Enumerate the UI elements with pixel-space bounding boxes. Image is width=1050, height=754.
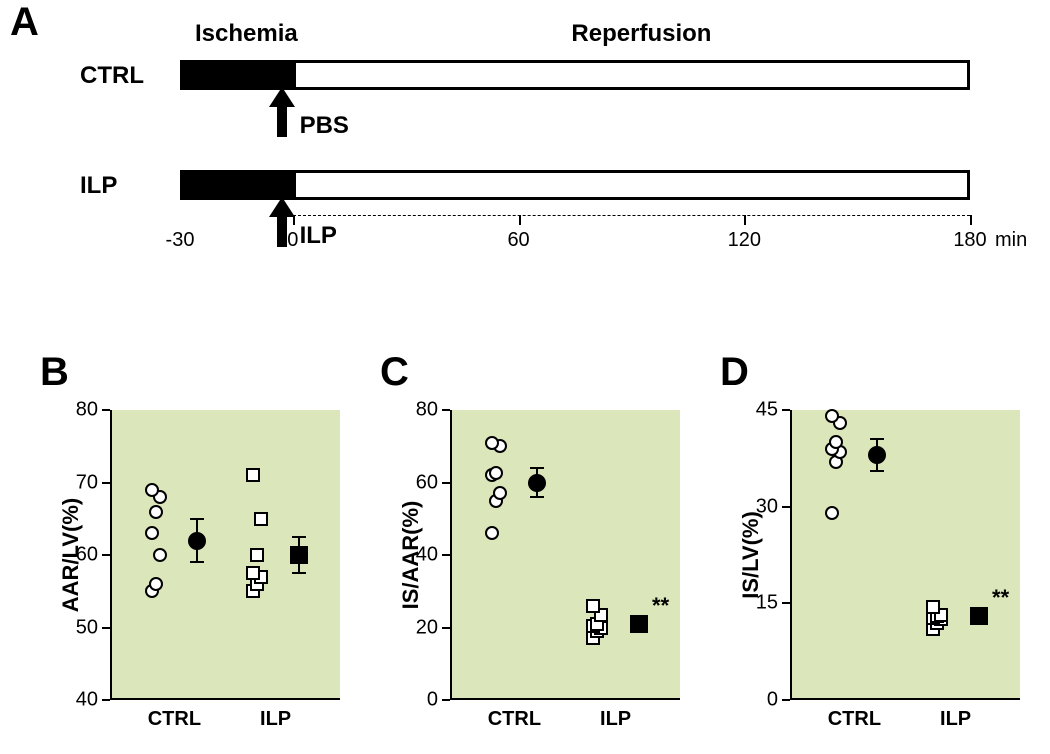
mean-marker <box>868 446 886 464</box>
y-tick-label: 0 <box>427 689 450 712</box>
data-point <box>149 577 163 591</box>
timeline-tick <box>293 215 295 225</box>
y-tick-label: 45 <box>756 399 790 422</box>
data-point <box>149 505 163 519</box>
plot-area: 020406080CTRL**ILP <box>450 410 680 700</box>
y-axis <box>450 410 452 700</box>
injection-label: ILP <box>300 222 337 250</box>
x-category-label: ILP <box>940 700 971 731</box>
mean-marker <box>970 607 988 625</box>
error-cap <box>190 561 204 563</box>
y-tick-label: 40 <box>76 689 110 712</box>
data-point <box>825 506 839 520</box>
timeline-tick <box>744 215 746 225</box>
x-axis <box>790 698 1020 700</box>
error-cap <box>292 536 306 538</box>
data-point <box>250 548 264 562</box>
x-category-label: CTRL <box>488 700 541 731</box>
mean-marker <box>188 532 206 550</box>
figure: A Ischemia Reperfusion CTRL PBS ILP ILP -30 0 60… <box>0 0 1050 754</box>
x-axis <box>110 698 340 700</box>
mean-marker <box>290 546 308 564</box>
y-axis-label: IS/AAR(%) <box>398 501 424 610</box>
injection-arrow-icon <box>267 87 297 137</box>
mean-marker <box>630 615 648 633</box>
data-point <box>485 526 499 540</box>
reperfusion-label: Reperfusion <box>571 20 711 48</box>
data-point <box>246 566 260 580</box>
panel-a: Ischemia Reperfusion CTRL PBS ILP ILP -30 0 60 12… <box>40 10 1010 330</box>
error-cap <box>870 438 884 440</box>
data-point <box>153 548 167 562</box>
ischemia-label: Ischemia <box>195 20 298 48</box>
plot-area: 0153045CTRL**ILP <box>790 410 1020 700</box>
y-axis-label: AAR/LV(%) <box>58 498 84 612</box>
panel-d: 0153045CTRL**ILP IS/LV(%) <box>720 380 1030 740</box>
significance-marker: ** <box>652 593 669 619</box>
panel-a-label: A <box>10 0 39 45</box>
timeline-unit: min <box>995 229 1027 252</box>
timeline-tick <box>519 215 521 225</box>
timeline-tick-label: 180 <box>953 229 986 252</box>
y-axis <box>110 410 112 700</box>
y-axis-label: IS/LV(%) <box>738 511 764 599</box>
x-category-label: CTRL <box>828 700 881 731</box>
timeline-tick-label: 0 <box>287 229 298 252</box>
data-point <box>829 435 843 449</box>
injection-label: PBS <box>300 112 349 140</box>
ischemia-bar <box>180 60 293 90</box>
data-point <box>485 436 499 450</box>
data-point <box>825 409 839 423</box>
significance-marker: ** <box>992 585 1009 611</box>
error-cap <box>530 467 544 469</box>
panel-c: 020406080CTRL**ILP IS/AAR(%) <box>380 380 690 740</box>
y-tick-label: 20 <box>416 616 450 639</box>
plot-area: 4050607080CTRLILP <box>110 410 340 700</box>
data-point <box>493 486 507 500</box>
error-cap <box>292 572 306 574</box>
timeline-tick-label: 60 <box>507 229 529 252</box>
y-tick-label: 70 <box>76 471 110 494</box>
y-axis <box>790 410 792 700</box>
x-axis <box>450 698 680 700</box>
error-cap <box>530 496 544 498</box>
reperfusion-bar <box>293 60 970 90</box>
reperfusion-bar <box>293 170 970 200</box>
timeline-row-label: ILP <box>80 172 117 200</box>
data-point <box>145 526 159 540</box>
ischemia-bar <box>180 170 293 200</box>
timeline-tick <box>970 215 972 225</box>
data-point <box>489 466 503 480</box>
mean-marker <box>528 474 546 492</box>
data-point <box>145 483 159 497</box>
data-point <box>586 599 600 613</box>
timeline-axis <box>293 215 970 216</box>
timeline-tick-label: -30 <box>166 229 195 252</box>
x-category-label: ILP <box>600 700 631 731</box>
timeline-row-label: CTRL <box>80 62 144 90</box>
error-cap <box>190 518 204 520</box>
data-point <box>246 468 260 482</box>
timeline-tick-label: 120 <box>728 229 761 252</box>
data-point <box>926 600 940 614</box>
panel-b: 4050607080CTRLILP AAR/LV(%) <box>40 380 350 740</box>
y-tick-label: 50 <box>76 616 110 639</box>
x-category-label: ILP <box>260 700 291 731</box>
y-tick-label: 0 <box>767 689 790 712</box>
data-point <box>254 512 268 526</box>
y-tick-label: 80 <box>76 399 110 422</box>
y-tick-label: 60 <box>416 471 450 494</box>
y-tick-label: 80 <box>416 399 450 422</box>
x-category-label: CTRL <box>148 700 201 731</box>
error-cap <box>870 470 884 472</box>
